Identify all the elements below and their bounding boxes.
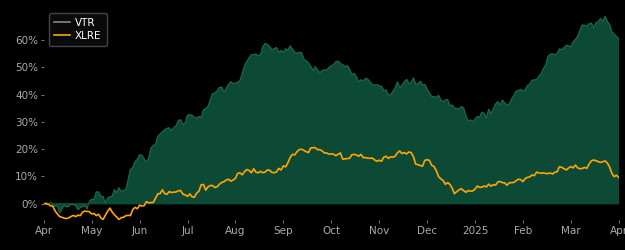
Legend: VTR, XLRE: VTR, XLRE xyxy=(49,13,107,46)
